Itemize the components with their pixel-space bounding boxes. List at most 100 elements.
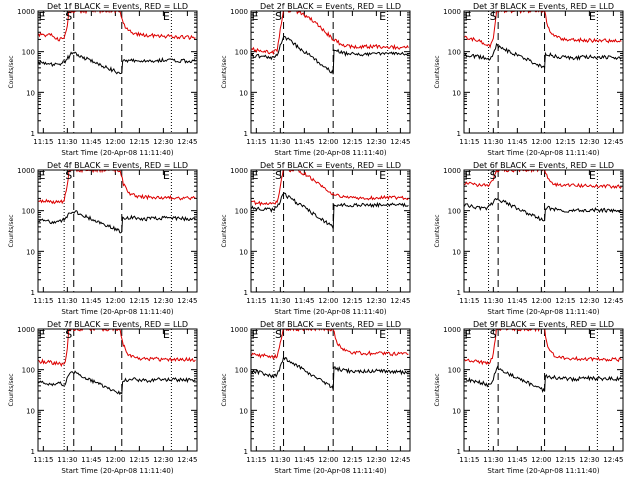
events-series-line [251, 35, 409, 75]
x-tick-label: 11:45 [294, 456, 314, 464]
x-tick-label: 12:15 [129, 138, 149, 146]
detector-chart-2: Det 2f BLACK = Events, RED = LLD Counts/s… [221, 2, 411, 157]
y-tick-label: 1 [31, 289, 35, 297]
y-tick-label: 100 [235, 208, 248, 216]
plot-frame [37, 169, 198, 293]
detector-chart-5: Det 5f BLACK = Events, RED = LLD Counts/s… [221, 161, 411, 316]
events-series-line [464, 42, 622, 70]
y-tick-label: 10 [452, 407, 461, 415]
x-tick-label: 11:15 [33, 138, 53, 146]
x-tick-label: 12:15 [555, 138, 575, 146]
x-tick-label: 12:45 [603, 456, 623, 464]
x-tick-label: 12:15 [342, 456, 362, 464]
start-marker-label: S [490, 10, 497, 23]
lld-series-line [38, 11, 196, 42]
end-marker-label-left: E [39, 328, 46, 341]
y-axis-label: Counts/sec [221, 214, 228, 247]
lld-series-line [38, 170, 196, 205]
x-tick-label: 12:45 [603, 138, 623, 146]
x-tick-label: 12:30 [153, 456, 173, 464]
y-tick-label: 100 [22, 49, 35, 57]
events-series-line [251, 192, 409, 229]
y-tick-label: 1 [244, 289, 248, 297]
x-tick-label: 11:15 [33, 456, 53, 464]
x-tick-label: 12:00 [105, 297, 125, 305]
y-tick-label: 1000 [230, 8, 248, 16]
y-axis-label: Counts/sec [8, 55, 15, 88]
end-marker-label-right: E [589, 328, 596, 341]
end-marker-label-right: E [379, 10, 386, 23]
x-axis-label: Start Time (20-Apr-08 11:11:40) [61, 308, 173, 316]
x-tick-label: 12:30 [153, 297, 173, 305]
plot-frame [250, 10, 411, 134]
start-marker-label: S [275, 328, 282, 341]
y-tick-label: 10 [239, 407, 248, 415]
plot-frame [463, 328, 624, 452]
detector-chart-1: Det 1f BLACK = Events, RED = LLD Counts/s… [8, 2, 198, 157]
events-series-line [38, 370, 196, 396]
x-tick-label: 11:30 [57, 456, 77, 464]
y-tick-label: 100 [448, 208, 461, 216]
x-axis-label: Start Time (20-Apr-08 11:11:40) [274, 149, 386, 157]
end-marker-label-left: E [465, 328, 472, 341]
y-tick-label: 1 [244, 448, 248, 456]
x-tick-label: 12:00 [105, 456, 125, 464]
end-marker-label-left: E [39, 169, 46, 182]
x-tick-label: 11:15 [33, 297, 53, 305]
x-tick-label: 11:45 [81, 138, 101, 146]
events-series-line [464, 197, 622, 222]
x-tick-label: 11:30 [270, 297, 290, 305]
detector-chart-6: Det 6f BLACK = Events, RED = LLD Counts/s… [434, 161, 624, 316]
x-axis-label: Start Time (20-Apr-08 11:11:40) [61, 467, 173, 475]
y-tick-label: 100 [235, 367, 248, 375]
y-tick-label: 1000 [443, 326, 461, 334]
end-marker-label-left: E [465, 10, 472, 23]
detector-chart-7: Det 7f BLACK = Events, RED = LLD Counts/s… [8, 320, 198, 475]
chart-title: Det 9f BLACK = Events, RED = LLD [473, 320, 614, 329]
x-tick-label: 11:45 [294, 138, 314, 146]
y-tick-label: 100 [235, 49, 248, 57]
start-marker-label: S [65, 328, 72, 341]
x-tick-label: 12:15 [129, 456, 149, 464]
x-tick-label: 12:15 [129, 297, 149, 305]
lld-series-line [251, 11, 409, 56]
x-tick-label: 12:45 [390, 456, 410, 464]
plot-frame [37, 328, 198, 452]
x-tick-label: 11:30 [57, 297, 77, 305]
x-tick-label: 12:30 [579, 138, 599, 146]
y-tick-label: 10 [452, 248, 461, 256]
y-tick-label: 100 [448, 49, 461, 57]
x-tick-label: 11:15 [246, 297, 266, 305]
y-tick-label: 10 [239, 89, 248, 97]
x-tick-label: 12:45 [177, 138, 197, 146]
chart-title: Det 8f BLACK = Events, RED = LLD [260, 320, 401, 329]
detector-chart-3: Det 3f BLACK = Events, RED = LLD Counts/s… [434, 2, 624, 157]
x-axis-label: Start Time (20-Apr-08 11:11:40) [274, 467, 386, 475]
end-marker-label-right: E [163, 169, 170, 182]
end-marker-label-left: E [252, 10, 259, 23]
x-tick-label: 12:45 [390, 297, 410, 305]
x-tick-label: 12:15 [555, 297, 575, 305]
y-tick-label: 100 [448, 367, 461, 375]
x-tick-label: 11:45 [507, 456, 527, 464]
plot-frame [463, 10, 624, 134]
end-marker-label-left: E [465, 169, 472, 182]
start-marker-label: S [65, 10, 72, 23]
x-tick-label: 11:30 [57, 138, 77, 146]
x-tick-label: 12:45 [390, 138, 410, 146]
y-tick-label: 10 [26, 407, 35, 415]
x-tick-label: 11:45 [507, 138, 527, 146]
x-tick-label: 12:30 [366, 138, 386, 146]
x-tick-label: 12:30 [366, 297, 386, 305]
y-tick-label: 1000 [443, 8, 461, 16]
end-marker-label-left: E [252, 169, 259, 182]
y-axis-label: Counts/sec [8, 214, 15, 247]
x-tick-label: 12:15 [342, 297, 362, 305]
y-axis-label: Counts/sec [434, 55, 441, 88]
x-tick-label: 12:30 [579, 456, 599, 464]
x-axis-label: Start Time (20-Apr-08 11:11:40) [274, 308, 386, 316]
y-tick-label: 10 [26, 248, 35, 256]
x-axis-label: Start Time (20-Apr-08 11:11:40) [61, 149, 173, 157]
y-axis-label: Counts/sec [8, 373, 15, 406]
x-tick-label: 11:30 [483, 297, 503, 305]
